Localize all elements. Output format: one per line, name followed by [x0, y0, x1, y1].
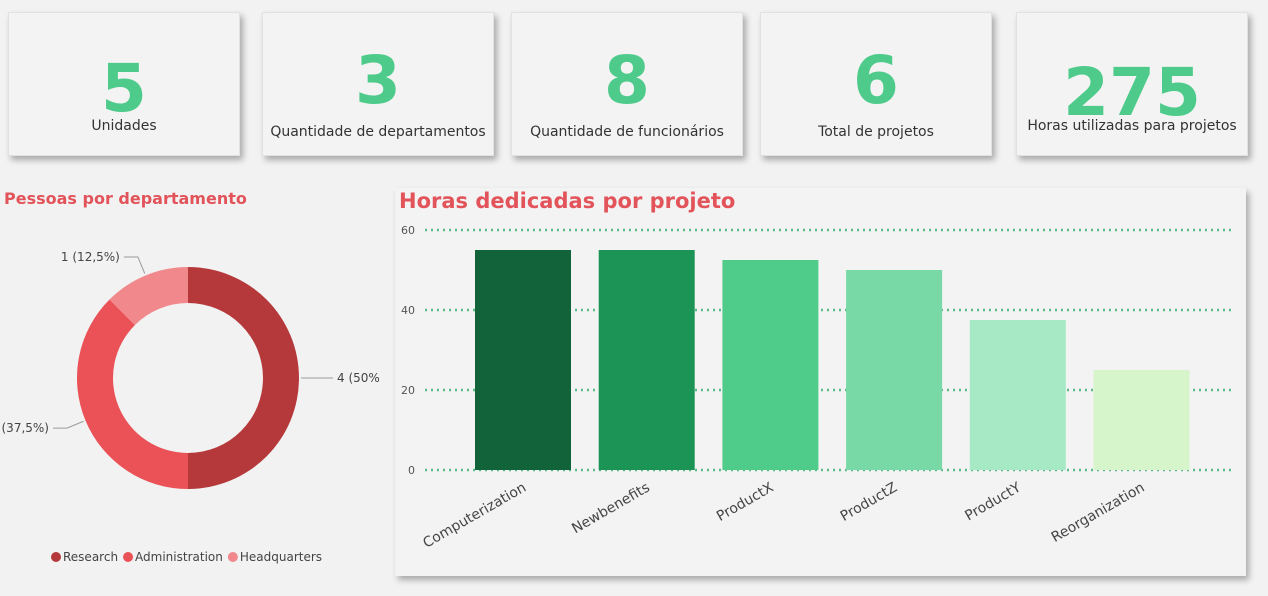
bar-chart-title: Horas dedicadas por projeto: [399, 189, 736, 213]
kpi-card-horas[interactable]: 275 Horas utilizadas para projetos: [1016, 12, 1248, 156]
bar-reorganization[interactable]: [1093, 370, 1190, 470]
kpi-value: 275: [1063, 54, 1201, 131]
legend-item-administration[interactable]: Administration: [135, 550, 223, 564]
x-tick-label: ProductZ: [838, 480, 900, 525]
kpi-value: 6: [853, 42, 899, 119]
kpi-card-funcionarios[interactable]: 8 Quantidade de funcionários: [511, 12, 743, 156]
donut-chart-title: Pessoas por departamento: [4, 189, 247, 208]
y-tick-label: 0: [408, 464, 415, 477]
kpi-value: 3: [355, 42, 401, 119]
donut-slice-research[interactable]: [188, 267, 299, 489]
y-tick-label: 40: [401, 304, 415, 317]
bar-computerization[interactable]: [475, 250, 571, 470]
y-tick-label: 20: [401, 384, 415, 397]
donut-chart-panel: Pessoas por departamento 4 (50%) 3 (37,5%…: [0, 186, 380, 586]
kpi-label: Unidades: [91, 118, 157, 134]
x-tick-label: Newbenefits: [569, 480, 652, 537]
legend-marker: [123, 552, 134, 562]
kpi-card-departamentos[interactable]: 3 Quantidade de departamentos: [262, 12, 494, 156]
bar-producty[interactable]: [969, 320, 1066, 470]
x-tick-label: ProductY: [962, 479, 1024, 524]
donut-slice-administration[interactable]: [76, 299, 188, 489]
donut-leader-line: [123, 256, 146, 274]
kpi-label: Quantidade de funcionários: [530, 124, 724, 140]
legend-marker: [51, 552, 61, 562]
legend-item-research[interactable]: Research: [63, 550, 118, 564]
bar-newbenefits[interactable]: [598, 250, 695, 470]
kpi-label: Horas utilizadas para projetos: [1027, 118, 1237, 134]
bar-chart: 0 20 40 60 Computerization Newbenefits Product…: [401, 224, 1233, 552]
x-tick-label: Computerization: [420, 480, 529, 552]
bar-productx[interactable]: [722, 260, 819, 470]
x-tick-label: ProductX: [714, 479, 777, 524]
legend-marker: [227, 552, 238, 562]
bar-chart-panel: Horas dedicadas por projeto 0 20 40 60 Compu…: [395, 188, 1246, 576]
bar-productz[interactable]: [846, 270, 943, 470]
donut-slice-headquarters[interactable]: [109, 267, 188, 325]
kpi-card-projetos[interactable]: 6 Total de projetos: [760, 12, 992, 156]
x-tick-label: Reorganization: [1049, 480, 1148, 546]
kpi-card-unidades[interactable]: 5 Unidades: [8, 12, 240, 156]
kpi-label: Total de projetos: [818, 124, 934, 140]
donut-data-label: 4 (50%): [337, 371, 380, 385]
donut-chart: 4 (50%) 3 (37,5%) 1 (12,5%) Research Adminis…: [0, 250, 380, 564]
donut-leader-line: [52, 420, 84, 429]
donut-data-label: 3 (37,5%): [0, 421, 49, 435]
kpi-value: 5: [101, 50, 147, 127]
kpi-label: Quantidade de departamentos: [270, 124, 486, 140]
y-tick-label: 60: [401, 224, 415, 237]
kpi-value: 8: [604, 42, 650, 119]
donut-data-label: 1 (12,5%): [61, 250, 120, 264]
legend-item-headquarters[interactable]: Headquarters: [240, 550, 322, 564]
